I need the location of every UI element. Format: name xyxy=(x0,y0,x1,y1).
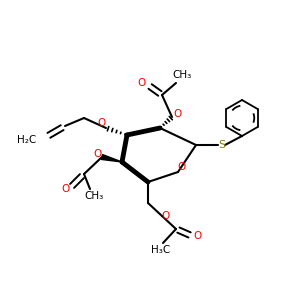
Text: O: O xyxy=(138,78,146,88)
Text: H₃C: H₃C xyxy=(152,245,171,255)
Text: O: O xyxy=(193,231,201,241)
Text: H₂C: H₂C xyxy=(17,135,36,145)
Text: CH₃: CH₃ xyxy=(172,70,192,80)
Text: O: O xyxy=(93,149,101,159)
Text: O: O xyxy=(61,184,69,194)
Text: O: O xyxy=(177,162,185,172)
Text: O: O xyxy=(98,118,106,128)
Text: CH₃: CH₃ xyxy=(84,191,104,201)
Text: S: S xyxy=(218,140,226,150)
Text: O: O xyxy=(162,211,170,221)
Text: O: O xyxy=(173,109,181,119)
Polygon shape xyxy=(101,154,122,162)
